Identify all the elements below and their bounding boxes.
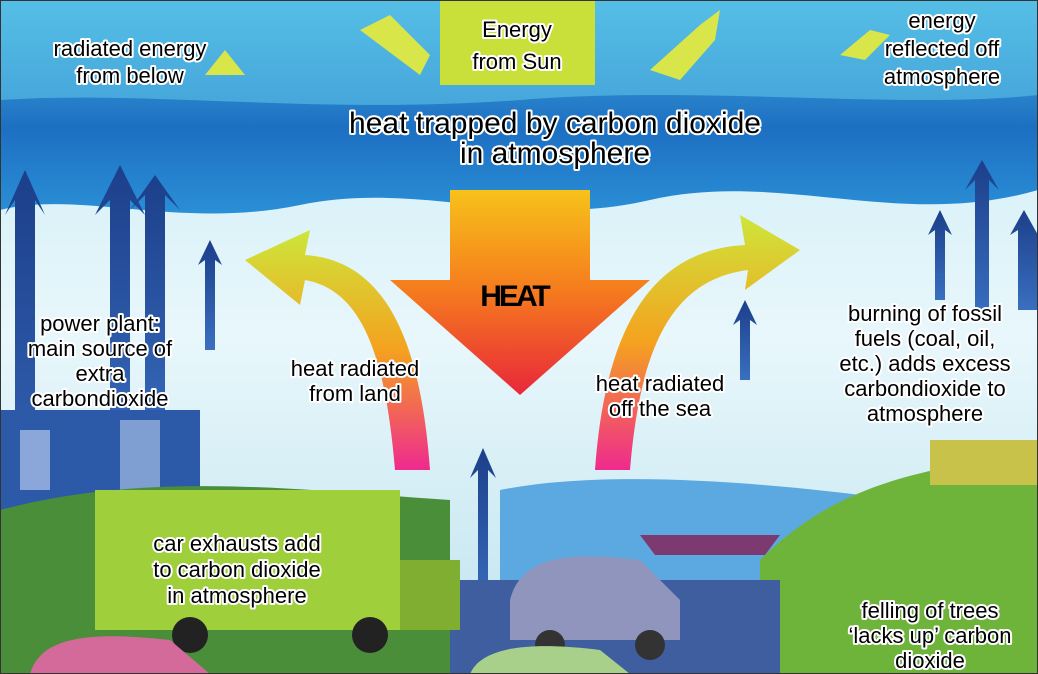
label-line: extra [76,361,126,386]
label-line: fuels (coal, oil, [855,326,996,351]
label-line: to carbon dioxide [153,557,321,582]
label-line: Energy [482,17,552,42]
label: HEAT [480,280,550,313]
label-line: energy [908,8,975,33]
label-line: radiated energy [54,36,207,61]
label-line: atmosphere [867,401,983,426]
label-line: felling of trees [862,598,999,623]
label-line: etc.) adds excess [839,351,1010,376]
labels: radiated energy from below Energy from Sun e… [26,6,1014,674]
label-line: carbondioxide [32,386,169,411]
label: burning of fossil fuels (coal, oil, etc.) … [839,301,1010,426]
label-line: from land [309,381,401,406]
label-line: in atmosphere [460,137,650,170]
label: felling of trees ‘lacks up’ carbon dioxide [848,598,1011,673]
label-line: carbondioxide to [844,376,1005,401]
label: car exhausts add to carbon dioxide in atmo… [153,531,321,608]
label-line: heat trapped by carbon dioxide [349,107,761,140]
label-line: ‘lacks up’ carbon [848,623,1011,648]
label: heat trapped by carbon dioxide in atmosph… [349,107,761,170]
label: Energy from Sun [472,17,561,74]
heat-arrows [245,190,800,470]
label: energy reflected off atmosphere [884,8,1000,89]
label-line: atmosphere [884,64,1000,89]
label: heat radiated off the sea [596,371,724,421]
label-line: car exhausts add [153,531,321,556]
label-line: burning of fossil [848,301,1002,326]
label-line: heat radiated [291,356,419,381]
label-line: in atmosphere [167,583,306,608]
label-line: power plant: [40,311,160,336]
label-line: from below [76,63,184,88]
label-line: from Sun [472,49,561,74]
label-line: dioxide [895,648,965,673]
landscape [0,410,1038,674]
label: power plant: main source of extra carbondio… [28,311,173,411]
label: radiated energy from below [54,36,207,88]
label-line: main source of [28,336,173,361]
label-line: HEAT [480,280,550,313]
label-line: reflected off [885,36,1000,61]
label-line: heat radiated [596,371,724,396]
label-line: off the sea [609,396,712,421]
label: heat radiated from land [291,356,419,406]
sun-arrows [205,0,890,85]
